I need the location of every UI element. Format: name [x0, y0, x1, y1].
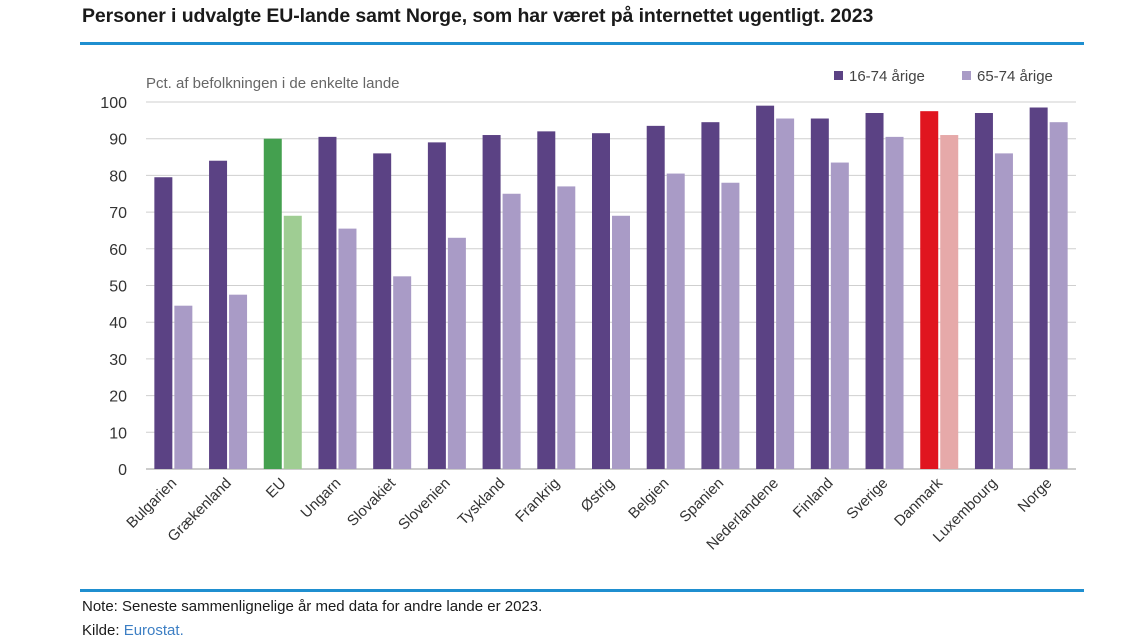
- x-tick-label: Norge: [1015, 475, 1056, 516]
- x-tick-label: Danmark: [891, 474, 946, 529]
- source-link[interactable]: Eurostat.: [123, 622, 184, 639]
- y-tick-labels: 0 10 20 30 40 50 60 70 80 90 100: [100, 95, 127, 479]
- bar-age-16-74: [865, 113, 884, 469]
- chart-title: Personer i udvalgte EU-lande samt Norge,…: [82, 5, 874, 27]
- bar-age-16-74: [318, 136, 337, 470]
- x-tick-label: Tyskland: [455, 475, 509, 529]
- bar-age-65-74: [174, 305, 193, 469]
- bar-age-65-74: [502, 193, 521, 469]
- y-tick-label: 70: [109, 205, 127, 222]
- x-tick-label: Finland: [790, 475, 837, 522]
- x-tick-label: EU: [263, 475, 290, 502]
- y-tick-label: 30: [109, 352, 127, 369]
- y-tick-label: 80: [109, 168, 127, 185]
- bar-age-16-74: [263, 138, 282, 469]
- bar-age-16-74: [646, 125, 665, 469]
- bar-age-65-74: [994, 153, 1013, 469]
- y-tick-label: 90: [109, 132, 127, 149]
- bar-age-65-74: [830, 162, 849, 469]
- bar-age-65-74: [885, 136, 904, 470]
- x-tick-label: Bulgarien: [123, 475, 180, 532]
- footnote: Note: Seneste sammenlignelige år med dat…: [82, 598, 543, 615]
- source-line: Kilde: Eurostat.: [82, 622, 184, 639]
- bar-age-65-74: [283, 215, 302, 469]
- y-axis-label: Pct. af befolkningen i de enkelte lande: [146, 75, 400, 92]
- bar-age-65-74: [229, 294, 248, 469]
- bar-age-65-74: [721, 182, 740, 470]
- bar-age-16-74: [537, 131, 556, 470]
- x-tick-label: Belgien: [625, 475, 672, 522]
- bar-age-65-74: [666, 173, 685, 469]
- x-tick-label: Sverige: [843, 475, 891, 523]
- bar-age-65-74: [393, 276, 412, 469]
- y-tick-label: 0: [118, 462, 127, 479]
- bar-age-65-74: [447, 237, 466, 469]
- bar-age-65-74: [557, 186, 576, 469]
- y-tick-label: 100: [100, 95, 127, 112]
- legend-label: 16-74 årige: [849, 68, 925, 85]
- bar-age-16-74: [810, 118, 829, 469]
- legend-swatch: [834, 71, 843, 80]
- bar-age-65-74: [940, 135, 959, 469]
- bar-age-16-74: [920, 111, 939, 470]
- x-tick-label: Frankrig: [512, 475, 563, 526]
- bar-age-16-74: [974, 113, 993, 469]
- x-tick-label: Ungarn: [297, 475, 344, 522]
- bar-age-16-74: [209, 160, 228, 469]
- bar-age-16-74: [592, 133, 610, 469]
- source-label: Kilde:: [82, 622, 120, 639]
- top-divider: [80, 42, 1084, 45]
- bar-age-16-74: [154, 177, 173, 470]
- bar-age-65-74: [1049, 122, 1068, 469]
- bar-age-16-74: [427, 142, 446, 469]
- y-tick-label: 60: [109, 242, 127, 259]
- x-tick-label: Spanien: [676, 475, 727, 526]
- legend: 16-74 årige 65-74 årige: [834, 68, 1053, 85]
- bars: [154, 105, 1068, 470]
- y-tick-label: 40: [109, 315, 127, 332]
- bar-age-16-74: [373, 153, 392, 469]
- y-tick-label: 50: [109, 279, 127, 296]
- legend-label: 65-74 årige: [977, 68, 1053, 85]
- bar-age-16-74: [701, 122, 720, 469]
- x-tick-label: Østrig: [578, 475, 618, 515]
- bar-age-65-74: [338, 228, 357, 469]
- bar-age-16-74: [1029, 107, 1048, 469]
- bar-age-16-74: [756, 105, 775, 470]
- bar-age-65-74: [612, 215, 630, 469]
- y-tick-label: 10: [109, 425, 127, 442]
- y-tick-label: 20: [109, 389, 127, 406]
- x-tick-label: Slovenien: [395, 475, 454, 534]
- bar-age-65-74: [776, 118, 795, 469]
- bar-age-16-74: [482, 135, 501, 469]
- legend-swatch: [962, 71, 971, 80]
- bottom-divider: [80, 589, 1084, 592]
- x-tick-label: Slovakiet: [344, 474, 400, 530]
